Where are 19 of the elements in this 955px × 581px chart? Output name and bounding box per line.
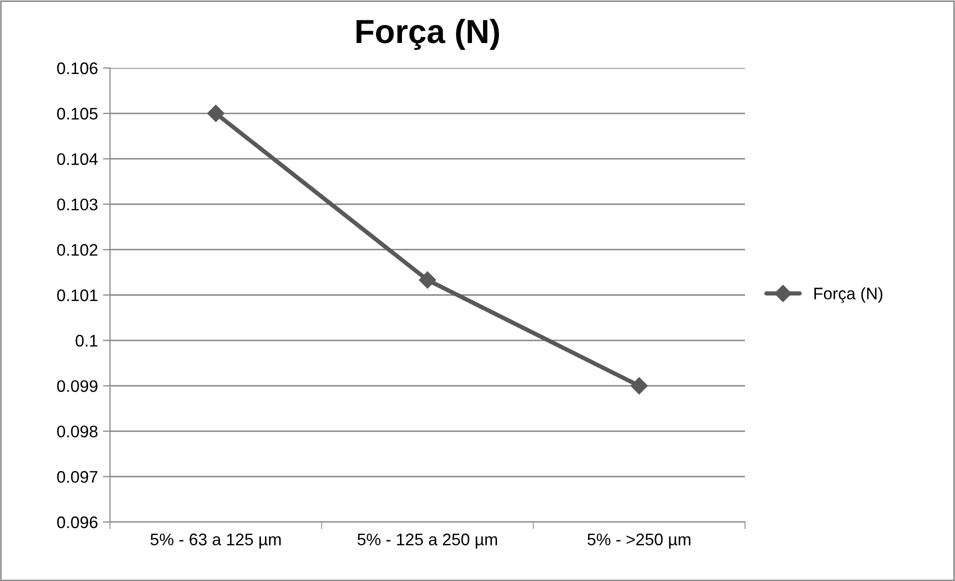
y-tick-label: 0.096 <box>57 516 98 528</box>
legend-label: Força (N) <box>814 287 882 303</box>
x-tick-label: 5% - >250 µm <box>588 534 690 549</box>
x-tick-label: 5% - 63 a 125 µm <box>150 534 281 549</box>
x-tick-label: 5% - 125 a 250 µm <box>358 534 497 549</box>
y-tick-label: 0.106 <box>57 62 98 74</box>
y-tick-label: 0.104 <box>57 153 98 166</box>
y-tick-label: 0.097 <box>57 471 98 483</box>
y-tick-label: 0.1 <box>76 334 98 347</box>
point <box>207 104 224 122</box>
y-tick-label: 0.105 <box>57 108 98 120</box>
point <box>418 271 436 289</box>
y-tick-label: 0.102 <box>57 244 98 256</box>
point <box>630 377 648 394</box>
chart-title: Força (N) <box>356 18 499 50</box>
y-tick-label: 0.099 <box>57 380 98 392</box>
y-tick-label: 0.098 <box>57 426 98 438</box>
y-tick-label: 0.101 <box>57 289 98 302</box>
y-tick-label: 0.103 <box>57 198 98 210</box>
